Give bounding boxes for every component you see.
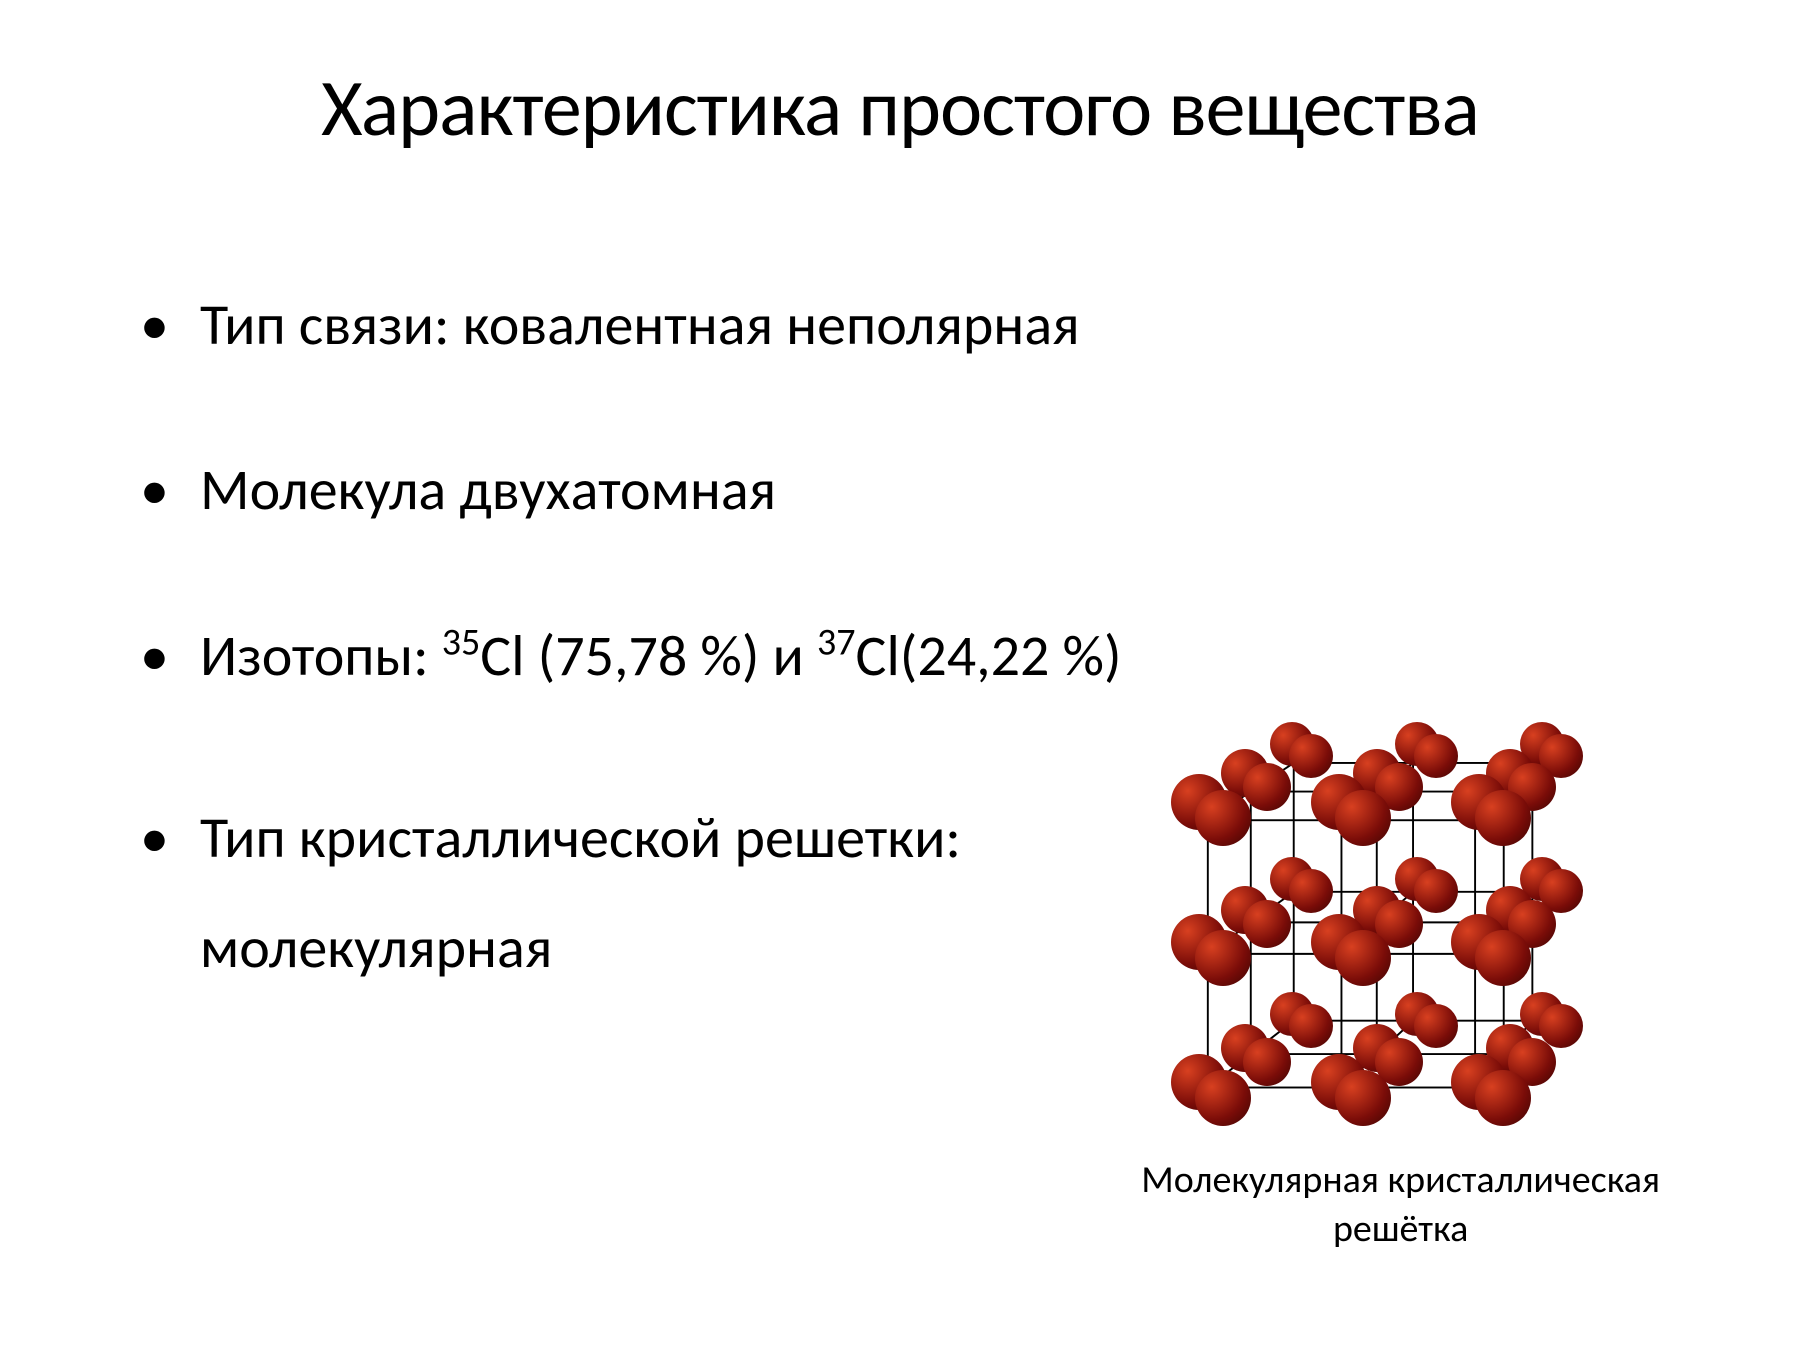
bullet-isotopes: Изотопы: 35Cl (75,78 %) и 37Cl(24,22 %): [140, 618, 1690, 693]
lattice-diagram: Молекулярная кристаллическая решётка: [1141, 720, 1660, 1255]
lattice-atom: [1475, 790, 1531, 846]
lattice-type-line1: Тип кристаллической решетки:: [200, 802, 961, 873]
lattice-atom: [1475, 930, 1531, 986]
lattice-atom: [1289, 869, 1333, 913]
lattice-caption-line2: решётка: [1333, 1206, 1468, 1252]
lattice-caption: Молекулярная кристаллическая решётка: [1141, 1156, 1660, 1255]
lattice-atom: [1243, 763, 1291, 811]
lattice-cube: [1141, 720, 1561, 1140]
lattice-atom: [1243, 900, 1291, 948]
lattice-atom: [1195, 1070, 1251, 1126]
lattice-atom: [1475, 1070, 1531, 1126]
isotope-mass2: 37: [817, 619, 856, 665]
lattice-atom: [1289, 734, 1333, 778]
lattice-atom: [1335, 930, 1391, 986]
lattice-atom: [1414, 1004, 1458, 1048]
lattice-atom: [1414, 869, 1458, 913]
bullet-molecule: Молекула двухатомная: [140, 452, 1690, 527]
isotope-mass1: 35: [442, 619, 481, 665]
lattice-atom: [1414, 734, 1458, 778]
bullet-lattice-type: Тип кристаллической решетки: молекулярна…: [140, 783, 1140, 1003]
bullet-bond-type: Тип связи: ковалентная неполярная: [140, 287, 1690, 362]
lattice-atom: [1195, 930, 1251, 986]
lattice-caption-line1: Молекулярная кристаллическая: [1141, 1157, 1660, 1203]
lattice-atom: [1335, 1070, 1391, 1126]
lattice-atom: [1335, 790, 1391, 846]
lattice-atom: [1289, 1004, 1333, 1048]
isotope-prefix: Изотопы:: [200, 620, 442, 691]
lattice-type-line2: молекулярная: [200, 912, 552, 983]
isotope-part1: Cl (75,78 %) и: [480, 620, 817, 691]
lattice-atom: [1195, 790, 1251, 846]
lattice-atom: [1243, 1038, 1291, 1086]
slide-title: Характеристика простого вещества: [110, 60, 1690, 157]
isotope-part2: Cl(24,22 %): [856, 620, 1122, 691]
